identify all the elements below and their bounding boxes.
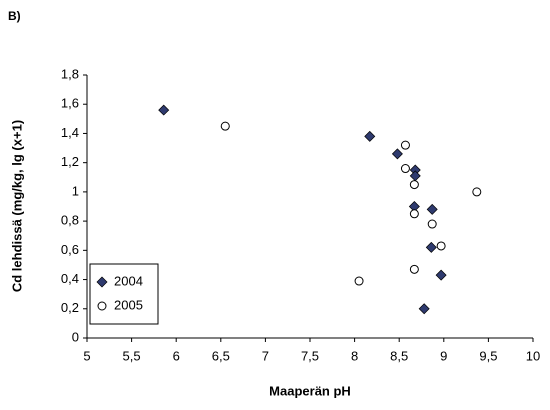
point <box>364 130 376 142</box>
x-tick-label: 6,5 <box>212 348 230 363</box>
y-tick-label: 1,6 <box>61 96 79 111</box>
y-tick-label: 1,2 <box>61 154 79 169</box>
point <box>436 241 446 251</box>
y-tick-label: 1 <box>72 183 79 198</box>
x-tick-label: 5,5 <box>123 348 141 363</box>
y-tick-label: 0,4 <box>61 271 79 286</box>
point <box>409 170 421 182</box>
legend-box <box>89 263 159 325</box>
legend-label: 2004 <box>114 273 143 288</box>
point <box>158 104 170 116</box>
x-axis-label: Maaperän pH <box>269 383 351 398</box>
x-tick-label: 9 <box>440 348 447 363</box>
legend-label: 2005 <box>114 297 143 312</box>
y-tick-label: 0,6 <box>61 242 79 257</box>
y-axis-label: Cd lehdissä (mg/kg, lg (x+1) <box>9 120 24 292</box>
point <box>418 303 430 315</box>
x-tick-label: 7,5 <box>301 348 319 363</box>
point <box>400 164 410 174</box>
point <box>400 140 410 150</box>
point <box>409 180 419 190</box>
y-tick-label: 1,4 <box>61 125 79 140</box>
y-tick-label: 0,2 <box>61 300 79 315</box>
x-tick-label: 5 <box>83 348 90 363</box>
point <box>427 219 437 229</box>
panel-label: B) <box>8 9 21 23</box>
point <box>425 241 437 253</box>
point <box>472 187 482 197</box>
x-tick-label: 9,5 <box>479 348 497 363</box>
x-tick-label: 6 <box>173 348 180 363</box>
point <box>391 148 403 160</box>
point <box>435 269 447 281</box>
y-tick-label: 0 <box>72 329 79 344</box>
x-tick-label: 8 <box>351 348 358 363</box>
point <box>426 203 438 215</box>
point <box>354 276 364 286</box>
x-tick-label: 8,5 <box>390 348 408 363</box>
x-tick-label: 7 <box>262 348 269 363</box>
y-tick-label: 1,8 <box>61 66 79 81</box>
x-tick-label: 10 <box>526 348 540 363</box>
point <box>409 209 419 219</box>
legend-marker <box>96 276 108 288</box>
legend-marker <box>97 301 107 311</box>
y-tick-label: 0,8 <box>61 213 79 228</box>
point <box>409 264 419 274</box>
point <box>220 121 230 131</box>
